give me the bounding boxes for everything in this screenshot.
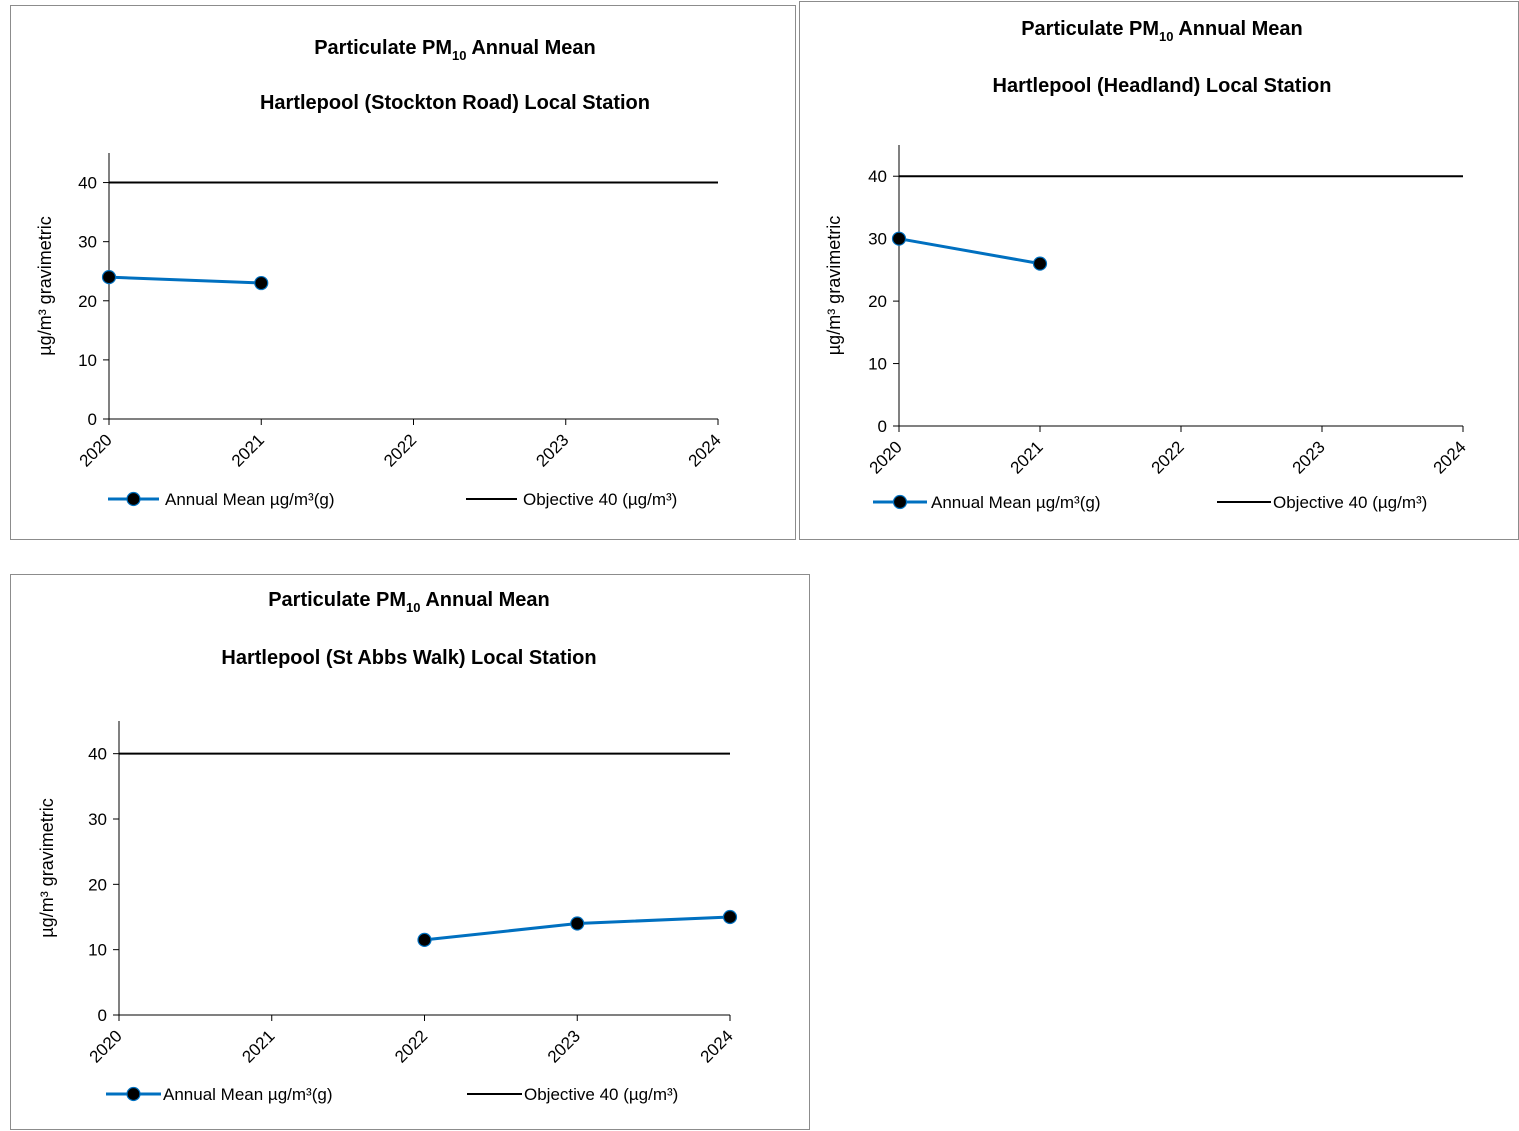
x-tick-label: 2024 <box>685 430 725 470</box>
chart-title: Particulate PM10 Annual Mean <box>1021 18 1303 44</box>
x-tick-label: 2023 <box>1289 437 1329 477</box>
chart-panel-stockton-road: Particulate PM10 Annual Mean Hartlepool (… <box>10 5 796 540</box>
x-tick-label: 2021 <box>1007 437 1047 477</box>
chart-title-subscript: 10 <box>406 600 420 615</box>
x-tick-label: 2021 <box>228 430 268 470</box>
y-axis-label: µg/m³ gravimetric <box>37 798 57 937</box>
chart-panel-st-abbs-walk: Particulate PM10 Annual Mean Hartlepool (… <box>10 574 810 1130</box>
y-tick-label: 30 <box>78 233 97 252</box>
chart-title-rest: Annual Mean <box>1174 18 1303 40</box>
chart-panel-headland: Particulate PM10 Annual Mean Hartlepool (… <box>799 1 1519 540</box>
x-tick-label: 2024 <box>697 1026 737 1066</box>
chart-title-rest: Annual Mean <box>467 37 596 59</box>
annual-mean-point <box>570 916 585 931</box>
chart-title-subscript: 10 <box>1159 29 1173 44</box>
legend-annual-mean-label: Annual Mean µg/m³(g) <box>931 493 1100 512</box>
legend-annual-mean-label: Annual Mean µg/m³(g) <box>163 1085 332 1104</box>
y-tick-label: 10 <box>868 355 887 374</box>
annual-mean-point <box>101 270 117 285</box>
y-tick-label: 20 <box>868 292 887 311</box>
chart-title-main: Particulate PM <box>1021 18 1159 40</box>
legend-objective-label: Objective 40 (µg/m³) <box>524 1085 678 1104</box>
legend-annual-mean-label: Annual Mean µg/m³(g) <box>165 490 334 509</box>
y-tick-label: 40 <box>868 167 887 186</box>
annual-mean-point <box>254 275 269 291</box>
y-tick-label: 30 <box>868 230 887 249</box>
y-tick-label: 40 <box>88 745 107 764</box>
chart-title-subscript: 10 <box>452 48 466 63</box>
annual-mean-series-line <box>108 275 262 285</box>
y-tick-label: 20 <box>88 875 107 894</box>
x-tick-label: 2022 <box>391 1026 431 1066</box>
y-tick-label: 10 <box>78 351 97 370</box>
x-tick-label: 2022 <box>1148 437 1188 477</box>
x-tick-label: 2023 <box>544 1026 584 1066</box>
x-tick-label: 2020 <box>866 437 906 477</box>
legend-objective-label: Objective 40 (µg/m³) <box>1273 493 1427 512</box>
chart-title: Particulate PM10 Annual Mean <box>314 37 596 63</box>
chart-subtitle: Hartlepool (Headland) Local Station <box>993 75 1332 97</box>
y-tick-label: 20 <box>78 292 97 311</box>
annual-mean-point <box>722 909 738 925</box>
chart-title-rest: Annual Mean <box>421 589 550 611</box>
y-tick-label: 0 <box>878 417 887 436</box>
x-tick-label: 2020 <box>86 1026 126 1066</box>
x-tick-label: 2024 <box>1430 437 1470 477</box>
y-tick-label: 10 <box>88 941 107 960</box>
legend-annual-mean-marker <box>892 494 908 510</box>
chart-subtitle: Hartlepool (Stockton Road) Local Station <box>260 92 650 114</box>
y-tick-label: 30 <box>88 810 107 829</box>
x-tick-label: 2023 <box>532 430 572 470</box>
chart-title-main: Particulate PM <box>268 589 406 611</box>
x-tick-label: 2020 <box>76 430 116 470</box>
chart-title: Particulate PM10 Annual Mean <box>268 589 550 615</box>
y-axis-label: µg/m³ gravimetric <box>35 216 55 355</box>
legend-annual-mean-marker <box>126 491 141 507</box>
x-tick-label: 2022 <box>380 430 420 470</box>
chart-subtitle: Hartlepool (St Abbs Walk) Local Station <box>221 647 596 669</box>
annual-mean-point <box>1032 256 1048 271</box>
annual-mean-series-line <box>898 237 1041 266</box>
chart-title-main: Particulate PM <box>314 37 452 59</box>
annual-mean-point <box>417 932 432 947</box>
y-tick-label: 0 <box>88 410 97 429</box>
y-tick-label: 40 <box>78 174 97 193</box>
annual-mean-point <box>891 231 907 246</box>
legend-objective-label: Objective 40 (µg/m³) <box>523 490 677 509</box>
legend-annual-mean-marker <box>126 1086 141 1102</box>
x-tick-label: 2021 <box>238 1026 278 1066</box>
y-axis-label: µg/m³ gravimetric <box>824 216 844 355</box>
y-tick-label: 0 <box>98 1006 107 1025</box>
